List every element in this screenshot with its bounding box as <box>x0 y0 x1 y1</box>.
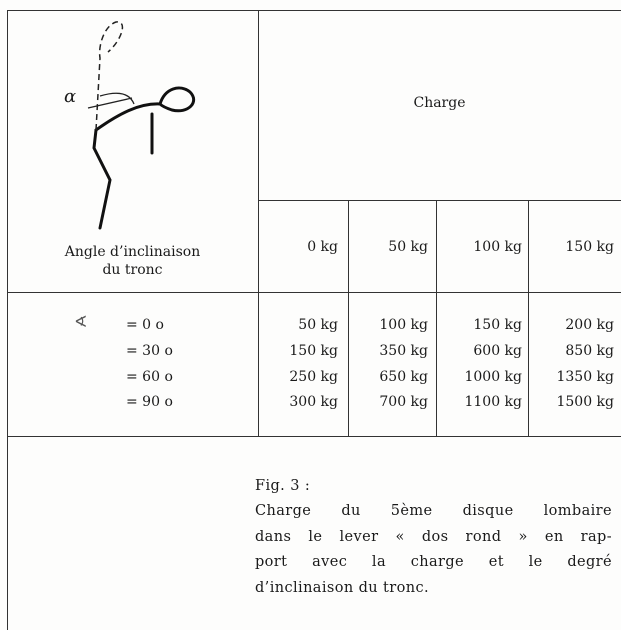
rule <box>7 10 621 11</box>
cell: 700 kg <box>379 394 428 410</box>
cell: 300 kg <box>289 394 338 410</box>
row-label: = 30 o <box>126 343 173 359</box>
cell: 650 kg <box>379 369 428 385</box>
cell: 250 kg <box>289 369 338 385</box>
group-header: Charge <box>413 95 466 111</box>
figure-illustration <box>87 21 196 230</box>
row-header: du tronc <box>102 262 163 278</box>
cell: 100 kg <box>379 317 428 333</box>
rule <box>258 10 259 436</box>
row-header: Angle d’inclinaison <box>64 244 201 260</box>
rule <box>528 200 529 436</box>
cell: 1500 kg <box>556 394 614 410</box>
cell: 50 kg <box>298 317 338 333</box>
cell: 150 kg <box>289 343 338 359</box>
cell: 1000 kg <box>464 369 522 385</box>
caption-line: Charge du 5ème disque lombaire <box>255 503 612 519</box>
rule <box>7 292 621 293</box>
rule <box>7 10 8 630</box>
caption-line: dans le lever « dos rond » en rap- <box>255 529 612 545</box>
rule <box>436 200 437 436</box>
angle-symbol: ∢ <box>74 312 88 331</box>
angle-label: α <box>64 86 77 107</box>
caption-line: port avec la charge et le degré <box>255 554 612 570</box>
cell: 1350 kg <box>556 369 614 385</box>
column-header: 50 kg <box>388 239 428 255</box>
figure-label: Fig. 3 : <box>255 478 311 494</box>
row-label: = 0 o <box>126 317 164 333</box>
rule <box>258 200 621 201</box>
rule <box>348 200 349 436</box>
rule <box>7 436 621 437</box>
cell: 350 kg <box>379 343 428 359</box>
cell: 600 kg <box>473 343 522 359</box>
cell: 200 kg <box>565 317 614 333</box>
row-label: = 90 o <box>126 394 173 410</box>
cell: 150 kg <box>473 317 522 333</box>
column-header: 0 kg <box>307 239 338 255</box>
cell: 850 kg <box>565 343 614 359</box>
column-header: 150 kg <box>565 239 614 255</box>
row-label: = 60 o <box>126 369 173 385</box>
column-header: 100 kg <box>473 239 522 255</box>
caption-line: d’inclinaison du tronc. <box>255 580 429 596</box>
cell: 1100 kg <box>464 394 522 410</box>
